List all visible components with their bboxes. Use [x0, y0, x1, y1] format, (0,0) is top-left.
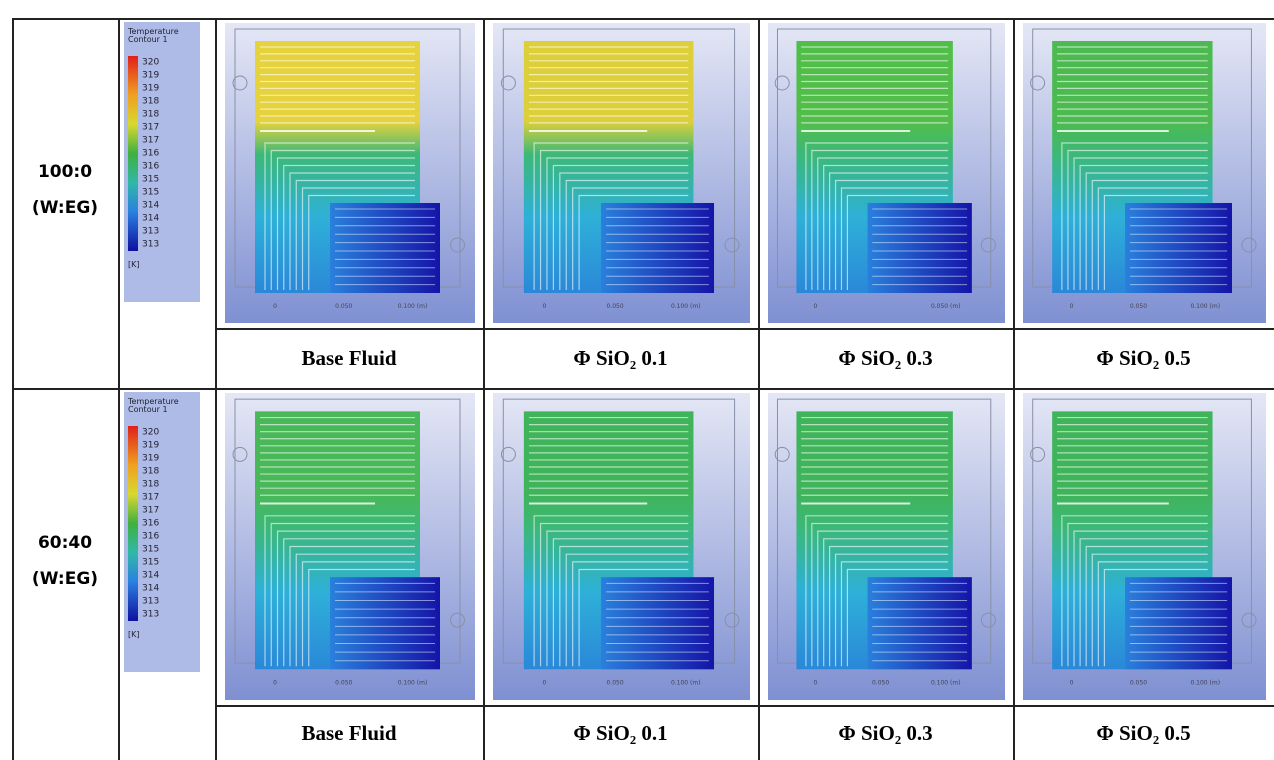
- scale-label: 0.050: [872, 680, 889, 687]
- caption: Φ SiO₂ 0.5: [1013, 346, 1274, 371]
- legend-title: Contour 1: [128, 405, 168, 414]
- legend-value: 313: [142, 610, 159, 620]
- caption: Base Fluid: [215, 721, 483, 746]
- scale-label: 0.050: [1130, 303, 1147, 310]
- scale-label: 0.050: [1130, 680, 1147, 687]
- border: [215, 705, 1274, 707]
- scale-label: 0: [273, 680, 277, 687]
- fluid-outlet: [1125, 203, 1232, 293]
- scale-label: 0: [813, 680, 817, 687]
- legend-value: 319: [142, 454, 159, 464]
- scale-label: 0.050: [606, 303, 623, 310]
- legend-value: 317: [142, 123, 159, 133]
- fluid-outlet: [330, 203, 440, 293]
- legend-value: 320: [142, 428, 159, 438]
- legend-value: 313: [142, 240, 159, 250]
- caption: Base Fluid: [215, 346, 483, 371]
- caption: Φ SiO₂ 0.1: [483, 346, 758, 371]
- fluid-outlet: [601, 577, 714, 669]
- scale-label: 0: [1070, 303, 1074, 310]
- row-label-line: (W:EG): [12, 561, 118, 597]
- legend-value: 315: [142, 558, 159, 568]
- row-label-line: (W:EG): [12, 190, 118, 226]
- border: [12, 388, 1274, 390]
- scale-label: 0.100 (m): [1190, 680, 1220, 687]
- legend-value: 314: [142, 571, 159, 581]
- legend-value: 315: [142, 175, 159, 185]
- legend-value: 314: [142, 201, 159, 211]
- scale-label: 0: [542, 680, 546, 687]
- fluid-outlet: [1125, 577, 1232, 669]
- row-label-line: 60:40: [12, 525, 118, 561]
- caption: Φ SiO₂ 0.3: [758, 721, 1013, 746]
- legend-value: 317: [142, 136, 159, 146]
- legend-value: 314: [142, 584, 159, 594]
- legend-value: 316: [142, 162, 159, 172]
- fluid-outlet: [868, 203, 972, 293]
- legend-unit: [K]: [128, 260, 140, 269]
- legend-value: 317: [142, 506, 159, 516]
- border: [12, 18, 1274, 20]
- contour-image: 0 0.050 0.100 (m): [493, 393, 750, 700]
- scale-label: 0: [542, 303, 546, 310]
- scale-label: 0.100 (m): [671, 680, 701, 687]
- legend-value: 318: [142, 467, 159, 477]
- scale-label: 0.100 (m): [1190, 303, 1220, 310]
- legend-value: 316: [142, 532, 159, 542]
- border: [215, 328, 1274, 330]
- caption: Φ SiO₂ 0.5: [1013, 721, 1274, 746]
- legend-value: 319: [142, 84, 159, 94]
- fluid-outlet: [868, 577, 972, 669]
- scale-label: 0.100 (m): [398, 303, 428, 310]
- legend-value: 318: [142, 110, 159, 120]
- scale-label: 0.050: [335, 303, 352, 310]
- legend-value: 315: [142, 188, 159, 198]
- row-label: 60:40(W:EG): [12, 525, 118, 597]
- contour-image: 0 0.050 0.100 (m): [493, 23, 750, 323]
- scale-label: 0.050: [606, 680, 623, 687]
- legend-value: 315: [142, 545, 159, 555]
- legend-title: Contour 1: [128, 35, 168, 44]
- scale-label: 0: [273, 303, 277, 310]
- row-label-line: 100:0: [12, 154, 118, 190]
- legend-value: 317: [142, 493, 159, 503]
- legend-unit: [K]: [128, 630, 140, 639]
- legend-value: 316: [142, 519, 159, 529]
- contour-image: 0 0.050 0.100 (m): [225, 23, 475, 323]
- legend-value: 318: [142, 97, 159, 107]
- fluid-outlet: [601, 203, 714, 293]
- legend-value: 313: [142, 597, 159, 607]
- legend-value: 319: [142, 71, 159, 81]
- caption: Φ SiO₂ 0.1: [483, 721, 758, 746]
- scale-label: 0: [813, 303, 817, 310]
- contour-image: 0 0.050 0.100 (m): [225, 393, 475, 700]
- legend-value: 319: [142, 441, 159, 451]
- contour-image: 0 0.050 0.100 (m): [1023, 23, 1266, 323]
- legend-value: 314: [142, 214, 159, 224]
- scale-label: 0.100 (m): [398, 680, 428, 687]
- legend-value: 313: [142, 227, 159, 237]
- legend-value: 316: [142, 149, 159, 159]
- legend-value: 320: [142, 58, 159, 68]
- scale-label: 0.100 (m): [671, 303, 701, 310]
- scale-label: 0.050 (m): [931, 303, 961, 310]
- legend: TemperatureContour 132031931931831831731…: [124, 22, 204, 307]
- legend-value: 318: [142, 480, 159, 490]
- colorbar: [128, 426, 138, 621]
- contour-image: 0 0.050 0.100 (m): [1023, 393, 1266, 700]
- contour-image: 0 0.050 0.100 (m): [768, 393, 1005, 700]
- fluid-outlet: [330, 577, 440, 669]
- page: (() => { const data = JSON.parse(documen…: [0, 0, 1274, 760]
- contour-image: 0 0.050 (m): [768, 23, 1005, 323]
- row-label: 100:0(W:EG): [12, 154, 118, 226]
- scale-label: 0: [1070, 680, 1074, 687]
- colorbar: [128, 56, 138, 251]
- scale-label: 0.100 (m): [931, 680, 961, 687]
- caption: Φ SiO₂ 0.3: [758, 346, 1013, 371]
- scale-label: 0.050: [335, 680, 352, 687]
